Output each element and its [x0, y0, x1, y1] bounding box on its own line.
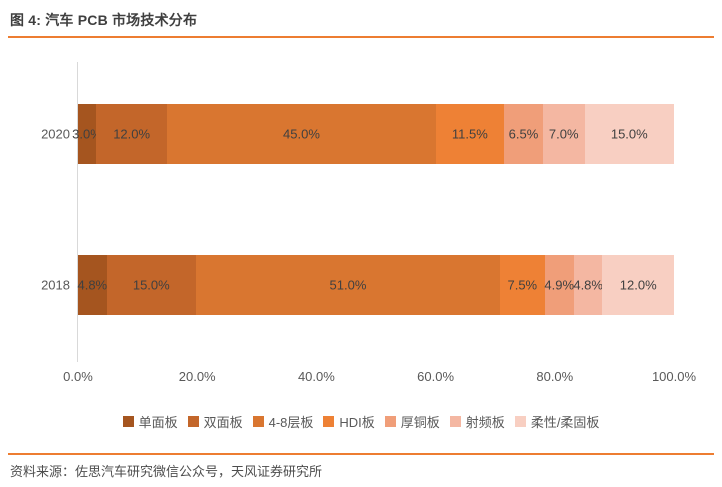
- legend-item: 双面板: [187, 412, 243, 431]
- value-label: 4.8%: [573, 277, 603, 293]
- x-tick-label: 0.0%: [63, 369, 93, 384]
- bar-row-2018: 2018 4.8% 15.0% 51.0% 7.5% 4.9% 4.8% 12.0%: [41, 255, 674, 315]
- x-tick-label: 40.0%: [297, 369, 335, 384]
- value-label: 4.8%: [77, 277, 108, 293]
- legend-item: HDI板: [323, 412, 375, 431]
- bar-segment: 11.5%: [435, 104, 505, 164]
- bar-segment: 12.0%: [95, 104, 168, 164]
- bar-segment: 3.0%: [72, 104, 102, 164]
- figure-title: 图 4: 汽车 PCB 市场技术分布: [10, 12, 198, 28]
- value-label: 7.0%: [548, 126, 579, 142]
- legend-item: 射频板: [449, 412, 505, 431]
- category-label: 2018: [41, 277, 70, 293]
- x-axis: 0.0% 20.0% 40.0% 60.0% 80.0% 100.0%: [63, 369, 696, 385]
- legend-swatch: [187, 416, 199, 427]
- value-label: 12.0%: [113, 126, 151, 142]
- legend-label: 柔性/柔固板: [530, 415, 600, 430]
- source-note: 资料来源：佐思汽车研究微信公众号，天风证券研究所: [10, 464, 323, 479]
- y-axis-line: [77, 62, 78, 362]
- value-label: 15.0%: [610, 126, 648, 142]
- value-label: 7.5%: [507, 277, 538, 293]
- value-label: 51.0%: [329, 277, 367, 293]
- value-label: 12.0%: [619, 277, 657, 293]
- bar-segment: 7.0%: [542, 104, 585, 164]
- plot-area: 2020 3.0% 12.0% 45.0% 11.5% 6.5% 7.0% 15.0% 2018…: [41, 104, 674, 315]
- value-label: 6.5%: [508, 126, 539, 142]
- legend-item: 柔性/柔固板: [514, 412, 600, 431]
- legend-swatch: [384, 416, 396, 427]
- legend-swatch: [323, 416, 335, 427]
- category-label: 2020: [41, 126, 70, 142]
- legend-label: 厚铜板: [400, 415, 440, 430]
- legend-swatch: [252, 416, 264, 427]
- bar-segment: 15.0%: [106, 255, 196, 315]
- legend-swatch: [449, 416, 461, 427]
- bar-segment: 51.0%: [196, 255, 500, 315]
- legend-item: 4-8层板: [252, 412, 314, 431]
- bar-segment: 45.0%: [167, 104, 436, 164]
- legend-item: 厚铜板: [384, 412, 440, 431]
- bar-segment: 15.0%: [584, 104, 674, 164]
- x-tick-label: 100.0%: [651, 369, 697, 384]
- legend-label: HDI板: [339, 415, 375, 430]
- legend: 单面板 双面板 4-8层板 HDI板 厚铜板 射频板 柔性/柔固板: [0, 412, 722, 431]
- legend-label: 单面板: [138, 415, 178, 430]
- legend-label: 4-8层板: [268, 415, 314, 430]
- value-label: 15.0%: [132, 277, 170, 293]
- legend-label: 双面板: [203, 415, 243, 430]
- legend-item: 单面板: [122, 412, 178, 431]
- bar-segment: 4.8%: [77, 255, 108, 315]
- value-label: 4.9%: [544, 277, 575, 293]
- bar-segment: 7.5%: [499, 255, 545, 315]
- bar-segment: 4.8%: [573, 255, 603, 315]
- x-tick-label: 60.0%: [417, 369, 455, 384]
- value-label: 45.0%: [283, 126, 320, 142]
- bar-row-2020: 2020 3.0% 12.0% 45.0% 11.5% 6.5% 7.0% 15.0%: [41, 104, 674, 164]
- value-label: 3.0%: [72, 126, 102, 142]
- x-tick-label: 20.0%: [178, 369, 216, 384]
- legend-swatch: [514, 416, 526, 427]
- legend-swatch: [122, 416, 134, 427]
- x-tick-label: 80.0%: [536, 369, 574, 384]
- bar-segment: 6.5%: [504, 104, 543, 164]
- legend-label: 射频板: [465, 415, 505, 430]
- bar-segment: 12.0%: [602, 255, 674, 315]
- bar-segment: 4.9%: [544, 255, 575, 315]
- title-divider: [8, 36, 714, 38]
- footer-divider: [8, 453, 714, 455]
- value-label: 11.5%: [451, 126, 488, 142]
